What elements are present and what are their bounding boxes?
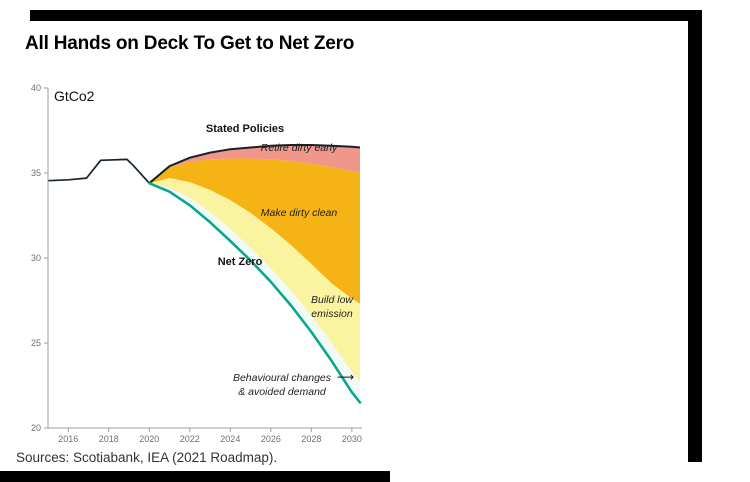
net-zero-line (148, 181, 362, 404)
label-behavioural-changes: Behavioural changes & avoided demand (216, 371, 348, 399)
x-tick-label: 2022 (180, 434, 200, 444)
frame-top-bar (30, 10, 689, 21)
wedge-build-low-emission (149, 178, 360, 383)
source-note: Sources: Scotiabank, IEA (2021 Roadmap). (16, 450, 278, 465)
y-tick-label: 40 (31, 83, 41, 93)
frame-right-bar (688, 10, 702, 462)
label-retire-dirty-early: Retire dirty early (260, 142, 338, 154)
chart-title: All Hands on Deck To Get to Net Zero (25, 33, 355, 54)
x-tick-label: 2024 (220, 434, 240, 444)
x-tick-label: 2018 (99, 434, 119, 444)
historical-emissions-line (47, 158, 150, 184)
wedge-retire-dirty-early (149, 145, 360, 184)
label-behavioural-line1: Behavioural changes (232, 372, 332, 384)
label-stated-policies: Stated Policies (205, 123, 285, 135)
emissions-area-chart: 20 25 30 35 40 2016 2018 2020 2022 2024 2026 2028 20… (31, 83, 362, 444)
x-tick-label: 2030 (342, 434, 362, 444)
y-axis-unit-label: GtCo2 (54, 88, 95, 104)
y-tick-label: 25 (31, 338, 41, 348)
y-tick-label: 20 (31, 423, 41, 433)
y-tick-label: 35 (31, 168, 41, 178)
label-behavioural-line2: & avoided demand (238, 386, 326, 399)
x-tick-label: 2026 (261, 434, 281, 444)
frame-bottom-bar (0, 471, 390, 482)
label-net-zero: Net Zero (217, 256, 263, 268)
annotation-arrow-icon: ⟶ (337, 370, 355, 384)
x-tick-label: 2016 (58, 434, 78, 444)
y-tick-label: 30 (31, 253, 41, 263)
x-tick-label: 2020 (139, 434, 159, 444)
wedge-make-dirty-clean (149, 158, 360, 304)
chart-area: 20 25 30 35 40 2016 2018 2020 2022 2024 2026 2028 20… (0, 62, 690, 462)
label-build-low-emission: Build low emission (310, 294, 354, 321)
stated-policies-line (148, 144, 361, 184)
x-tick-label: 2028 (301, 434, 321, 444)
label-make-dirty-clean: Make dirty clean (260, 207, 338, 219)
